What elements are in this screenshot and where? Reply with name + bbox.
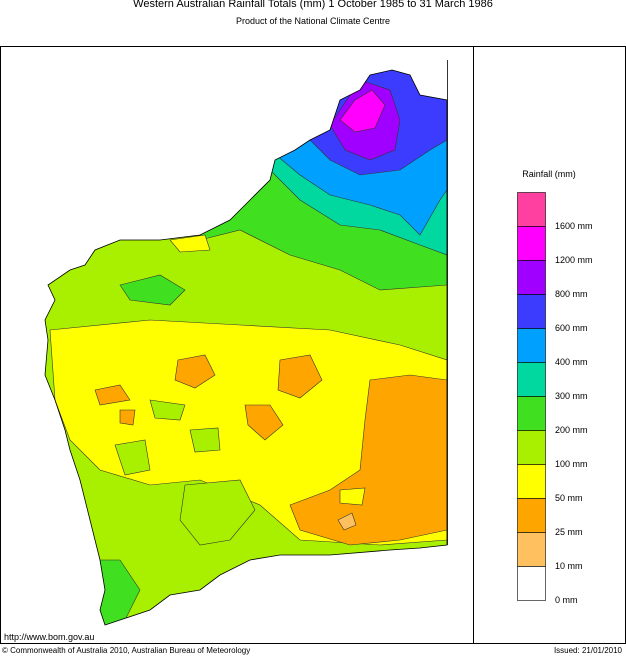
legend-swatch [517,430,546,465]
legend-swatch [517,464,546,499]
legend-swatch [517,498,546,533]
footer-issued: Issued: 21/01/2010 [554,646,623,655]
legend-swatch [517,566,546,601]
footer-url: http://www.bom.gov.au [4,632,94,642]
legend: Rainfall (mm) 1600 mm 1200 mm 800 mm 600 mm… [517,169,593,605]
legend-label: 0 mm [555,595,578,605]
title: Western Australian Rainfall Totals (mm) … [133,0,493,10]
legend-label: 50 mm [555,493,583,503]
legend-label: 10 mm [555,561,583,571]
legend-label: 300 mm [555,391,588,401]
legend-swatch [517,260,546,295]
legend-swatch [517,294,546,329]
legend-label: 1200 mm [555,255,593,265]
legend-label: 1600 mm [555,221,593,231]
rainfall-map [45,70,447,625]
legend-label: 100 mm [555,459,588,469]
legend-swatch [517,532,546,567]
legend-swatch [517,362,546,397]
legend-label: 800 mm [555,289,588,299]
legend-swatch [517,192,546,227]
legend-label: 600 mm [555,323,588,333]
subtitle: Product of the National Climate Centre [236,16,390,26]
legend-swatch [517,396,546,431]
legend-swatch [517,328,546,363]
legend-swatch [517,226,546,261]
legend-label: 25 mm [555,527,583,537]
legend-label: 200 mm [555,425,588,435]
legend-label: 400 mm [555,357,588,367]
footer-copyright: © Commonwealth of Australia 2010, Austra… [2,646,250,655]
legend-title: Rainfall (mm) [522,169,576,179]
